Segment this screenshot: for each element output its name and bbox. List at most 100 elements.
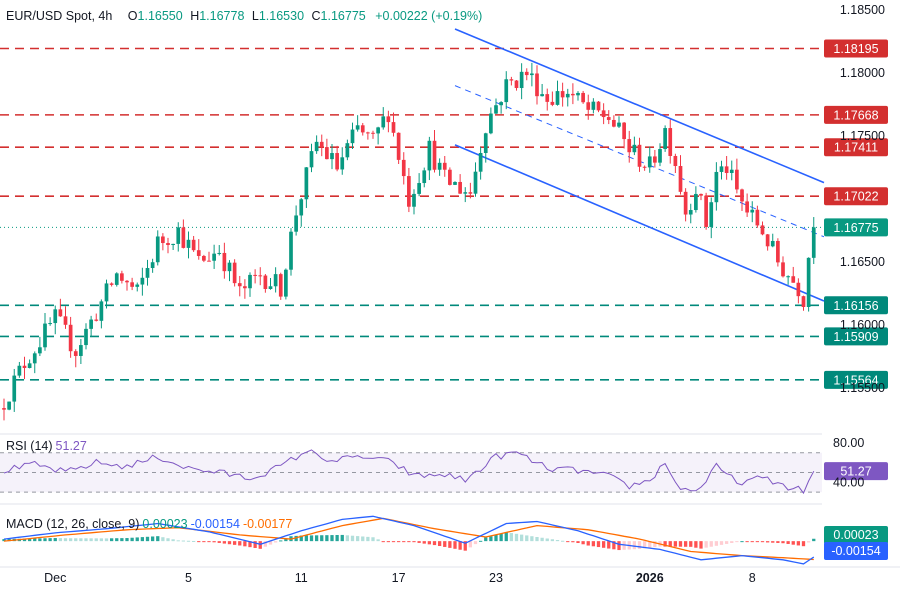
- macd-hist-tag: [824, 526, 888, 544]
- price-tick-label: 1.16500: [840, 255, 885, 269]
- macd-histogram-bar: [186, 540, 191, 542]
- candle-body: [545, 94, 550, 102]
- macd-histogram-bar: [432, 541, 437, 546]
- candle-body: [186, 239, 191, 248]
- macd-histogram-bar: [135, 537, 139, 542]
- macd-histogram-bar: [463, 541, 467, 551]
- candle-body: [319, 141, 324, 148]
- macd-histogram-bar: [217, 541, 221, 543]
- macd-histogram-bar: [361, 536, 365, 542]
- candle-body: [335, 153, 339, 170]
- macd-histogram-bar: [68, 538, 73, 542]
- macd-histogram-bar: [642, 541, 647, 549]
- candle-body: [299, 199, 304, 216]
- candle-body: [509, 79, 514, 81]
- macd-histogram-bar: [130, 537, 134, 542]
- candle-body: [109, 283, 114, 285]
- candle-body: [540, 94, 544, 97]
- candle-body: [632, 144, 637, 153]
- macd-histogram-bar: [719, 541, 724, 545]
- macd-histogram-bar: [494, 534, 498, 542]
- candle-body: [417, 183, 421, 194]
- candle-body: [786, 276, 790, 278]
- resistance-tag-label: 1.17022: [833, 190, 878, 204]
- support-tag-label: 1.16156: [833, 299, 878, 313]
- candle-body: [729, 169, 734, 173]
- candle-body: [22, 365, 27, 369]
- macd-histogram-bar: [806, 541, 811, 543]
- rsi-value-tag-label: 51.27: [840, 465, 871, 479]
- macd-histogram-bar: [156, 536, 160, 542]
- resistance-tag: [824, 105, 888, 124]
- resistance-tag-label: 1.18195: [833, 42, 878, 56]
- macd-legend[interactable]: MACD (12, 26, close, 9) 0.00023 -0.00154 -0…: [6, 517, 292, 531]
- candle-body: [258, 275, 263, 277]
- macd-histogram-bar: [663, 541, 667, 547]
- macd-histogram-bar: [350, 535, 355, 542]
- macd-histogram-bar: [63, 538, 68, 542]
- rsi-tick-label: 80.00: [833, 436, 864, 450]
- macd-histogram-bar: [43, 538, 47, 542]
- candle-body: [704, 195, 708, 227]
- macd-histogram-bar: [166, 538, 170, 542]
- macd-histogram-bar: [601, 541, 606, 548]
- candle-body: [776, 240, 780, 263]
- candle-body: [678, 166, 683, 192]
- macd-histogram-bar: [402, 541, 406, 543]
- candle-body: [432, 140, 437, 170]
- candle-body: [125, 280, 129, 283]
- macd-histogram-bar: [99, 538, 104, 542]
- macd-histogram-bar: [560, 540, 565, 542]
- macd-histogram-bar: [284, 538, 288, 542]
- candle-body: [668, 128, 673, 156]
- candle-body: [437, 162, 442, 170]
- candle-body: [104, 283, 109, 302]
- macd-histogram-bar: [325, 535, 329, 542]
- candle-body: [427, 140, 432, 171]
- candle-body: [140, 277, 145, 285]
- candle-body: [330, 153, 334, 160]
- macd-histogram-bar: [33, 538, 37, 542]
- candle-body: [232, 262, 237, 284]
- macd-histogram-bar: [535, 537, 539, 542]
- candle-body: [627, 139, 632, 153]
- macd-legend-macd: -0.00154: [190, 517, 240, 531]
- candle-body: [530, 73, 534, 76]
- macd-histogram-bar: [84, 538, 88, 542]
- macd-histogram-bar: [453, 541, 457, 549]
- candle-body: [796, 282, 801, 297]
- macd-legend-signal: -0.00177: [242, 517, 293, 531]
- resistance-tag: [824, 138, 888, 157]
- candle-body: [714, 171, 719, 203]
- macd-histogram-bar: [760, 541, 765, 543]
- candle-body: [740, 189, 744, 202]
- macd-histogram-bar: [637, 541, 642, 549]
- candle-body: [391, 122, 396, 133]
- macd-legend-name: MACD (12, 26, close, 9): [6, 517, 140, 531]
- time-tick-label: 2026: [636, 571, 664, 585]
- macd-histogram-bar: [581, 541, 585, 545]
- candle-body: [514, 80, 519, 89]
- macd-histogram-bar: [253, 541, 257, 548]
- rsi-legend[interactable]: RSI (14) 51.27: [6, 439, 87, 453]
- rsi-line: [3, 449, 815, 495]
- macd-signal-line: [3, 517, 814, 561]
- macd-histogram-bar: [381, 541, 385, 543]
- macd-histogram-bar: [791, 541, 795, 545]
- macd-histogram-bar: [27, 538, 32, 542]
- macd-histogram-bar: [161, 537, 165, 542]
- macd-histogram-bar: [755, 541, 760, 543]
- macd-histogram-bar: [617, 541, 621, 551]
- candle-body: [550, 101, 555, 105]
- candle-body: [524, 71, 529, 76]
- candle-body: [289, 231, 293, 270]
- macd-histogram-bar: [243, 541, 247, 547]
- macd-histogram-bar: [586, 541, 590, 546]
- candle-body: [196, 250, 201, 256]
- candle-body: [735, 169, 739, 190]
- candle-body: [63, 316, 68, 325]
- candle-body: [99, 301, 104, 321]
- candle-body: [212, 253, 216, 261]
- macd-histogram-bar: [514, 533, 519, 542]
